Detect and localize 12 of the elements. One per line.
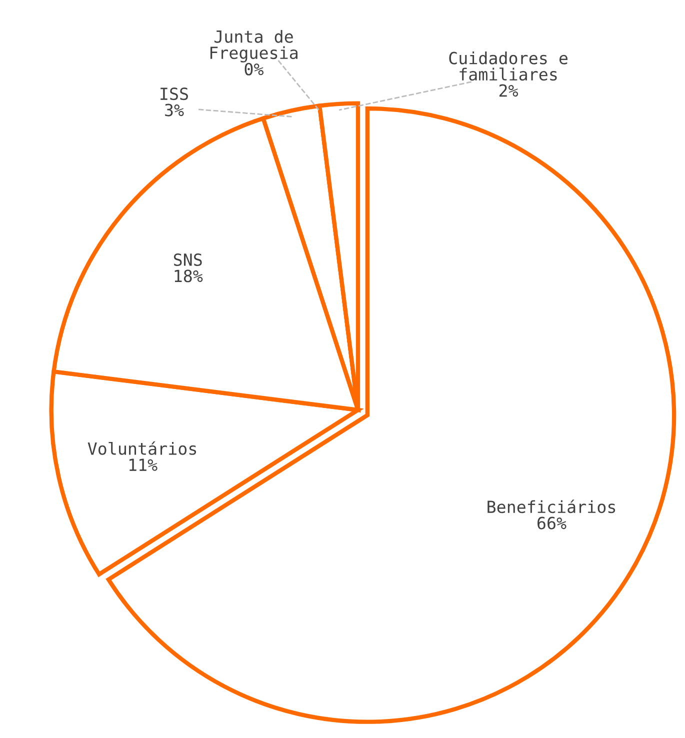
slice-label: ISS (160, 87, 188, 100)
data-label: 66% (538, 516, 566, 530)
data-label: 18% (174, 270, 203, 282)
data-label: 11% (129, 458, 158, 471)
slice-label: Voluntários (88, 441, 196, 455)
text: 0% (244, 62, 264, 76)
data-label: 3% (165, 104, 184, 116)
data-label: 2% (499, 84, 518, 97)
category-label: Junta de Freguesia (210, 30, 298, 62)
slice-label: SNS (174, 253, 202, 266)
slice-label: Cuidadores e familiares (449, 51, 568, 81)
slice-label: Beneficiários (488, 500, 616, 514)
